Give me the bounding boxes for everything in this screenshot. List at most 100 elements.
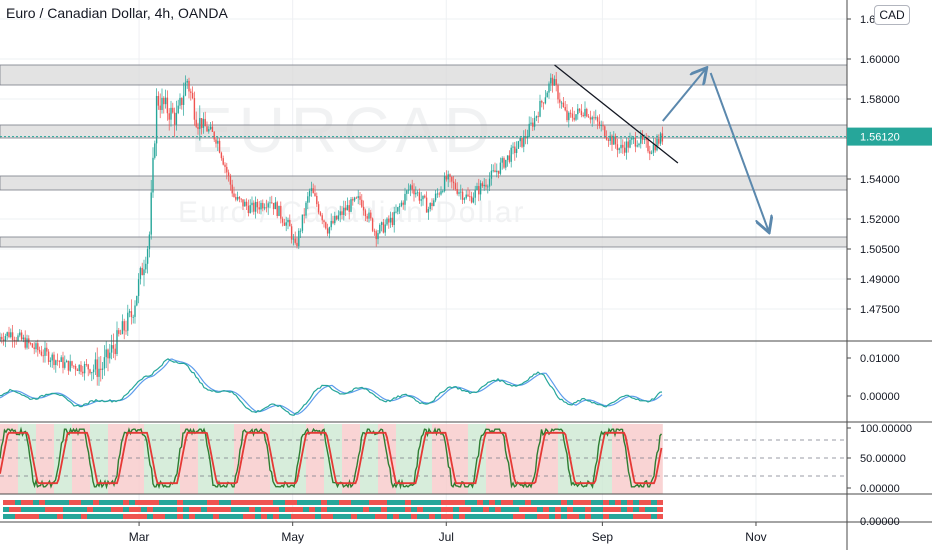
signal-bar: [459, 500, 465, 505]
candle: [505, 159, 507, 171]
signal-bar: [123, 500, 129, 505]
chart-title: Euro / Canadian Dollar, 4h, OANDA: [6, 5, 228, 21]
candle-body: [506, 155, 509, 160]
signal-bar: [33, 500, 39, 505]
candle-body: [452, 181, 455, 184]
signal-bar: [237, 500, 243, 505]
signal-bar: [393, 514, 399, 519]
signal-bar: [87, 500, 93, 505]
candle: [483, 177, 485, 191]
candle: [436, 188, 439, 198]
candle: [452, 175, 455, 191]
candle: [1, 333, 3, 344]
candle: [13, 336, 16, 348]
candle: [629, 132, 631, 149]
candle-body: [573, 117, 575, 120]
candle-body: [110, 345, 113, 353]
candle: [249, 199, 251, 214]
signal-bar: [657, 507, 663, 512]
signal-bar: [351, 500, 357, 505]
candle-body: [548, 83, 550, 93]
candle-body: [209, 126, 212, 130]
candle-body: [164, 97, 167, 105]
signal-bar: [435, 507, 441, 512]
candle: [595, 109, 597, 121]
candle-body: [53, 354, 55, 366]
signal-bar: [285, 500, 291, 505]
candle: [521, 137, 523, 149]
candle: [362, 200, 365, 216]
candle: [292, 233, 295, 246]
signal-bar: [609, 500, 615, 505]
candle-body: [4, 336, 7, 341]
candle: [456, 182, 458, 196]
currency-button[interactable]: CAD: [874, 5, 910, 25]
candle: [341, 206, 343, 220]
candle: [366, 213, 368, 223]
candle-body: [436, 193, 439, 195]
candle: [647, 135, 649, 154]
candle-body: [38, 350, 41, 352]
candle: [134, 300, 136, 324]
stoch-band: [72, 424, 90, 494]
candle: [116, 321, 118, 357]
signal-bar: [111, 507, 117, 512]
signal-bar: [501, 500, 507, 505]
candle: [56, 353, 59, 366]
price-tick-label: 1.52000: [860, 214, 900, 226]
candle-body: [274, 202, 277, 210]
signal-bar: [117, 500, 123, 505]
candle-body: [96, 359, 98, 377]
candle-body: [157, 95, 160, 106]
signal-bar: [621, 507, 627, 512]
candle-body: [652, 144, 655, 153]
candle-body: [218, 140, 221, 153]
price-tick-label: 1.49000: [860, 274, 900, 286]
candle-body: [179, 97, 181, 106]
signal-bar: [609, 507, 615, 512]
signal-bar: [507, 507, 513, 512]
candle: [492, 164, 494, 173]
candle-body: [589, 117, 592, 120]
candle-body: [94, 359, 97, 370]
candle: [326, 223, 329, 237]
signal-bar: [309, 500, 315, 505]
signal-bar: [15, 500, 21, 505]
candle-body: [197, 126, 199, 130]
candle-body: [319, 212, 322, 216]
signal-bar: [141, 500, 147, 505]
candle-body: [618, 148, 620, 151]
candle: [6, 331, 8, 340]
candle-body: [146, 249, 149, 264]
signal-bar: [387, 507, 393, 512]
signal-bar: [441, 514, 447, 519]
signal-bar: [363, 507, 369, 512]
candle-body: [85, 363, 88, 365]
signal-bar: [45, 507, 51, 512]
candle: [364, 208, 367, 221]
candle-body: [375, 231, 377, 240]
candle-body: [152, 157, 154, 193]
signal-bar: [75, 514, 81, 519]
candle-body: [447, 174, 449, 180]
candle: [386, 217, 388, 226]
signal-bar: [549, 507, 555, 512]
candle: [346, 197, 349, 211]
candle-body: [623, 147, 626, 153]
candle-body: [438, 193, 440, 195]
candle-body: [143, 269, 145, 276]
candle-body: [62, 357, 64, 368]
candle: [461, 188, 464, 205]
candle-body: [334, 215, 336, 224]
candle-body: [242, 199, 244, 207]
candle-body: [348, 205, 350, 212]
signal-bar: [237, 514, 243, 519]
candle: [190, 88, 192, 101]
candle-body: [127, 312, 129, 331]
signal-bar: [219, 507, 225, 512]
signal-bar: [651, 507, 657, 512]
signal-bar: [111, 514, 117, 519]
candle: [38, 346, 41, 354]
